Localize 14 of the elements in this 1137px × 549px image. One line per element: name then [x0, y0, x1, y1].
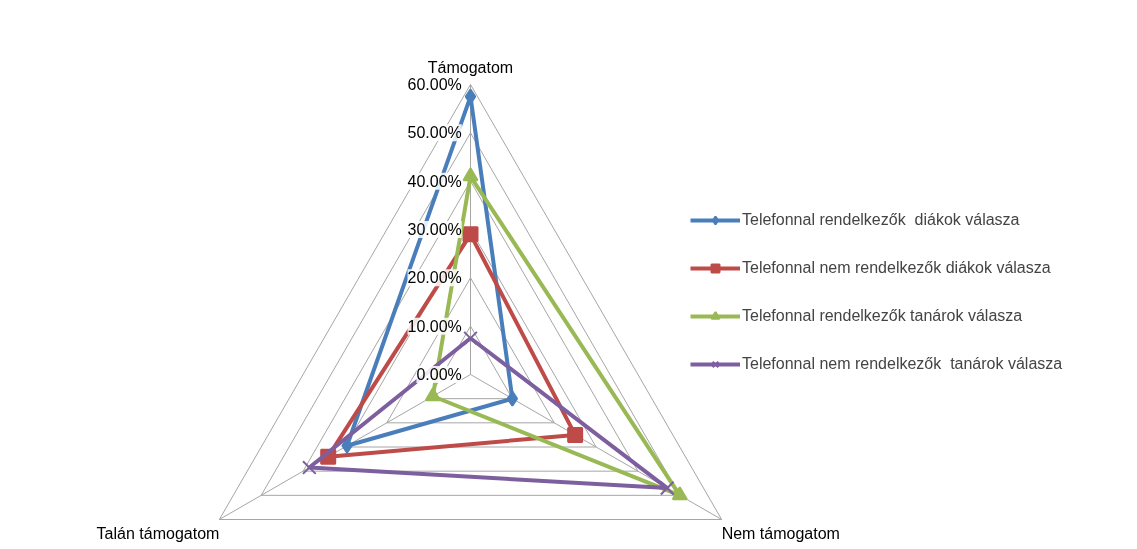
spoke-label: Talán támogatom [96, 525, 220, 543]
y-tick-label: 20.00% [407, 269, 462, 287]
spoke-label: Támogatom [427, 58, 514, 76]
spoke-label: Nem támogatom [721, 525, 840, 543]
legend-label: Telefonnal nem rendelkezők tanárok válasza [742, 355, 1063, 373]
y-tick-label: 30.00% [407, 221, 462, 238]
legend-label: Telefonnal rendelkezők tanárok válasza [742, 307, 1023, 325]
y-tick-label: 10.00% [407, 317, 462, 335]
legend-label: Telefonnal nem rendelkezők diákok válasza [742, 259, 1051, 277]
y-tick-label: 60.00% [407, 76, 462, 93]
y-tick-label: 0.00% [416, 366, 462, 383]
legend-label: Telefonnal rendelkezők diákok válasza [742, 211, 1020, 229]
y-tick-label: 50.00% [407, 124, 462, 142]
y-tick-label: 40.00% [407, 172, 462, 190]
